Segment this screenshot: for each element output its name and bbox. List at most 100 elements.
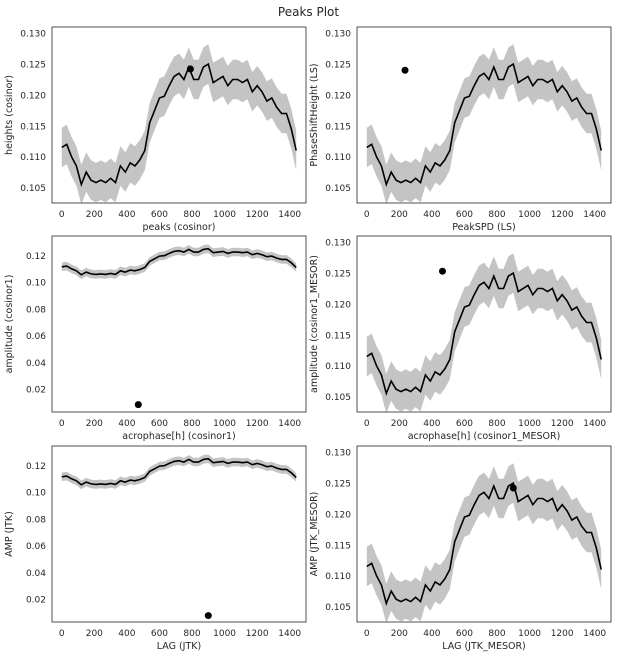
axes-frame [356,235,612,413]
x-tick-label: 1200 [551,210,574,220]
y-tick-label: 0.130 [325,30,351,40]
x-tick-label: 1400 [583,629,606,639]
x-tick-label: 1400 [583,210,606,220]
x-tick-label: 200 [86,210,103,220]
x-tick-label: 1400 [583,419,606,429]
x-tick-label: 600 [151,629,168,639]
x-tick-label: 0 [59,210,65,220]
x-axis-label: LAG (JTK) [157,641,201,652]
x-axis-label: acrophase[h] (cosinor1_MESOR) [408,431,561,442]
y-tick-label: 0.10 [26,489,46,499]
peak-point [509,484,517,492]
series-line [366,481,602,607]
axes-frame [356,445,612,623]
y-tick-label: 0.125 [20,61,46,71]
y-tick-label: 0.125 [325,480,351,490]
y-tick-label: 0.110 [325,362,351,372]
x-axis-label: peaks (cosinor) [143,222,216,233]
x-tick-label: 800 [488,629,505,639]
x-tick-label: 1000 [213,419,236,429]
confidence-band [366,463,602,624]
x-tick-label: 1000 [518,419,541,429]
y-tick-label: 0.130 [20,30,46,40]
x-tick-label: 1200 [246,210,269,220]
y-tick-label: 0.115 [20,122,46,132]
x-tick-label: 800 [183,629,200,639]
x-tick-label: 1200 [551,629,574,639]
x-tick-label: 200 [391,210,408,220]
x-tick-label: 600 [456,419,473,429]
series-line [61,62,297,188]
y-axis-label: amplitude (cosinor1_MESOR) [309,255,320,393]
y-tick-label: 0.105 [325,603,351,613]
y-tick-label: 0.04 [26,569,46,579]
x-axis-label: acrophase[h] (cosinor1) [122,431,236,442]
y-axis-label: heights (cosinor) [4,75,15,155]
x-tick-label: 200 [86,629,103,639]
peak-point [401,66,409,74]
peak-point [204,612,212,620]
series-line [366,271,602,397]
x-tick-label: 400 [118,629,135,639]
x-tick-label: 1400 [278,629,301,639]
x-tick-label: 0 [364,210,370,220]
subplot-6: 0 200 400 600 800 1000 1200 1400 0.105 0.110 0.115… [309,445,612,652]
x-tick-label: 0 [59,419,65,429]
y-axis-label: AMP (JTK_MESOR) [309,492,320,577]
y-tick-label: 0.02 [26,386,46,396]
confidence-band [366,44,602,205]
x-tick-label: 400 [423,419,440,429]
confidence-band [61,44,297,205]
y-tick-label: 0.130 [325,239,351,249]
x-tick-label: 800 [488,419,505,429]
y-tick-label: 0.120 [325,300,351,310]
x-tick-label: 1000 [213,210,236,220]
x-tick-label: 0 [59,629,65,639]
x-tick-label: 1400 [278,419,301,429]
y-tick-label: 0.02 [26,596,46,606]
x-tick-label: 600 [456,629,473,639]
series-line [61,457,297,486]
y-axis-label: PhaseShiftHeight (LS) [309,63,320,166]
x-tick-label: 0 [364,419,370,429]
series-line [366,62,602,188]
y-tick-label: 0.130 [325,449,351,459]
axes-frame [51,26,307,204]
subplot-5: 0 200 400 600 800 1000 1200 1400 0.02 0.04 0.06 0.0… [4,445,307,652]
y-tick-label: 0.04 [26,359,46,369]
subplot-3: 0 200 400 600 800 1000 1200 1400 0.02 0.04 0.06 0.0… [4,235,307,442]
y-tick-label: 0.110 [325,153,351,163]
axes-frame [51,235,307,413]
y-tick-label: 0.120 [325,510,351,520]
y-tick-label: 0.105 [325,393,351,403]
y-tick-label: 0.08 [26,305,46,315]
peak-point [134,401,142,409]
x-axis-label: PeakSPD (LS) [452,222,515,233]
x-tick-label: 800 [183,210,200,220]
x-tick-label: 800 [488,210,505,220]
axes-frame [356,26,612,204]
x-tick-label: 200 [391,419,408,429]
series-line [61,247,297,276]
y-tick-label: 0.105 [20,184,46,194]
y-tick-label: 0.06 [26,542,46,552]
y-tick-label: 0.06 [26,332,46,342]
y-tick-label: 0.12 [26,252,46,262]
x-tick-label: 600 [151,419,168,429]
x-tick-label: 400 [118,419,135,429]
x-tick-label: 600 [456,210,473,220]
y-tick-label: 0.105 [325,184,351,194]
y-axis-label: AMP (JTK) [4,511,15,557]
y-tick-label: 0.115 [325,331,351,341]
y-tick-label: 0.120 [325,91,351,101]
peak-point [186,65,194,73]
x-tick-label: 400 [423,629,440,639]
subplot-4: 0 200 400 600 800 1000 1200 1400 0.105 0.110 0.115… [309,235,612,442]
y-tick-label: 0.120 [20,91,46,101]
x-tick-label: 200 [86,419,103,429]
x-tick-label: 200 [391,629,408,639]
x-tick-label: 600 [151,210,168,220]
x-tick-label: 1000 [213,629,236,639]
